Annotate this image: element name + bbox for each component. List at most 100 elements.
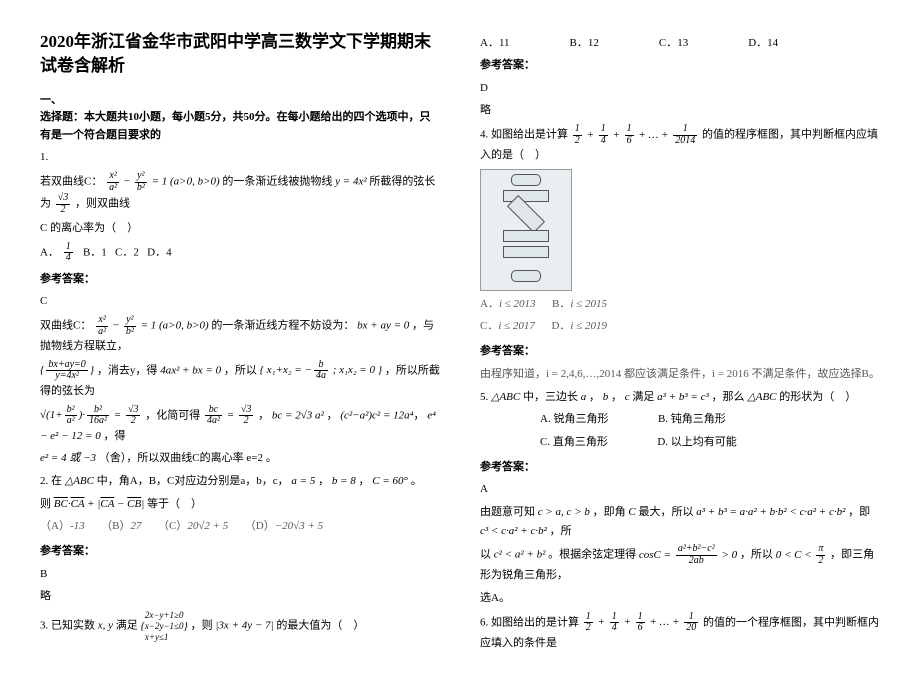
q5-expl2b: 。根据余弦定理得 [548, 549, 636, 561]
q5-stem-c: ， [589, 391, 600, 403]
q2-optBval: 27 [130, 520, 141, 532]
rel: (c²−a²)c² = 12a⁴ [340, 409, 413, 421]
q4-optCval: i ≤ 2017 [498, 320, 535, 332]
sumSeries: 12 + 14 + 16 + … + 12014 [571, 129, 702, 141]
q6-stem: 6. 如图给出的是计算 12 + 14 + 16 + … + 120 的值的一个… [480, 612, 880, 653]
q4-options-row1: A．i ≤ 2013 B．i ≤ 2015 [480, 295, 880, 314]
q5-optB: B. 钝角三角形 [658, 413, 726, 425]
q2-stem-c: ， [318, 475, 329, 487]
q5-stem-b: 中，三边长 [523, 391, 578, 403]
q2-stem-e: 。 [411, 475, 422, 487]
q5-optA: A. 锐角三角形 [540, 413, 608, 425]
ineq1: a³ + b³ = a·a² + b·b² < c·a² + c·b² [696, 506, 845, 518]
q5-optC: C. 直角三角形 [540, 436, 608, 448]
q4-optA: A． [480, 298, 499, 310]
q4-optDval: i ≤ 2019 [570, 320, 607, 332]
q1-expl3d: ，得 [103, 430, 125, 442]
asym: bx + ay = 0 [357, 320, 409, 332]
q1-ans-label: 参考答案： [40, 270, 440, 289]
tri: △ABC [65, 475, 94, 487]
tri2: △ABC [491, 391, 520, 403]
q4-optD: D． [551, 320, 570, 332]
q5-expl1a: 由题意可知 [480, 506, 535, 518]
q1-expl3a: ，化简可得 [145, 409, 200, 421]
q5-stem-f: ，那么 [712, 391, 745, 403]
hyp2c: = 1 (a>0, b>0) [141, 320, 209, 332]
q4-stem: 4. 如图给出是计算 12 + 14 + 16 + … + 12014 的值的程… [480, 124, 880, 165]
hyp2b: y²b² [124, 315, 136, 337]
hyp2a: x²a² [96, 315, 108, 337]
q1-expl4: e² = 4 或 −3 （舍），所以双曲线C的离心率 e=2 。 [40, 449, 440, 468]
q1-stem: 若双曲线C： x²a² − y²b² = 1 (a>0, b>0) 的一条渐近线… [40, 171, 440, 215]
q4-optAval: i ≤ 2013 [499, 298, 536, 310]
cosC: cosC = a²+b²−c²2ab > 0 [639, 549, 740, 561]
hyperbola-formula-b: y²b² [135, 171, 147, 193]
sqrt3-2: √32 [56, 193, 71, 215]
xy: x, y [98, 620, 113, 632]
sb: b [603, 391, 609, 403]
doc-title: 2020年浙江省金华市武阳中学高三数学文下学期期末试卷含解析 [40, 30, 440, 78]
q2-optC: （C） [158, 520, 187, 532]
Crange: 0 < C < π2 [776, 549, 828, 561]
q5-expl1c: 最大，所以 [638, 506, 693, 518]
q5-optD: D. 以上均有可能 [657, 436, 736, 448]
angCmax: C [628, 506, 635, 518]
hyperbola-formula: x²a² [107, 171, 119, 193]
q1-expl2: {bx+ay=0y=4x²} ，消去y，得 4ax² + bx = 0 ，所以 … [40, 360, 440, 401]
q5-expl1b: ，即角 [593, 506, 626, 518]
section-one-num: 一、 [40, 94, 62, 106]
q1-stem-d: ，则双曲线 [75, 198, 130, 210]
q3-stem: 3. 已知实数 x, y 满足 {2x−y+1≥0x−2y−1≤0x+y≤1} … [40, 610, 440, 642]
q1-optA-val: 14 [64, 242, 73, 264]
q2-options: （A）-13 （B）27 （C）20√2 + 5 （D）−20√3 + 5 [40, 517, 440, 536]
q1-ans: C [40, 292, 440, 311]
len: √(1+b²a²)·b²16a² = √32 [40, 409, 145, 421]
q1-expl4b: （舍），所以双曲线C的离心率 e=2 。 [99, 452, 277, 464]
a5: a = 5 [291, 475, 315, 487]
q4-optBval: i ≤ 2015 [570, 298, 607, 310]
q1-stem-b: 的一条渐近线被抛物线 [222, 176, 332, 188]
q3-ans: D [480, 79, 880, 98]
q5-expl2a: 以 [480, 549, 491, 561]
cmp1: c > a, c > b [538, 506, 590, 518]
q3-stem-b: 满足 [116, 620, 138, 632]
q1-optD: D．4 [147, 246, 171, 258]
e2sol: e² = 4 或 −3 [40, 452, 96, 464]
q3-optD: D．14 [748, 34, 778, 50]
q2-line2b: 等于（ ） [147, 498, 202, 510]
q5-expl2: 以 c² < a² + b² 。根据余弦定理得 cosC = a²+b²−c²2… [480, 544, 880, 585]
q3-ans-label: 参考答案： [480, 56, 880, 75]
q3-options: A．11 B．12 C．13 D．14 [480, 34, 880, 50]
parabola-formula: y = 4x² [335, 176, 367, 188]
q1-num: 1. [40, 148, 440, 167]
q5-stem-g: 的形状为（ ） [779, 391, 856, 403]
q2-optDval: −20√3 + 5 [275, 520, 323, 532]
left-column: 2020年浙江省金华市武阳中学高三数学文下学期期末试卷含解析 一、 选择题：本大… [40, 30, 440, 656]
q4-expl: 由程序知道，i = 2,4,6,…,2014 都应该满足条件，i = 2016 … [480, 365, 880, 384]
q1-expl3b: ， [258, 409, 269, 421]
q5-expl1e: ，所 [550, 525, 572, 537]
q5-expl1: 由题意可知 c > a, c > b ，即角 C 最大，所以 a³ + b³ =… [480, 503, 880, 540]
q2-ans-label: 参考答案： [40, 542, 440, 561]
flowchart-image [480, 169, 572, 291]
q5-ans: A [480, 480, 880, 499]
abc: a³ + b³ = c³ [657, 391, 709, 403]
q3-optC: C．13 [659, 34, 688, 50]
q5-stem-d: ， [611, 391, 622, 403]
vec: BC·CA + |CA − CB| [54, 498, 145, 510]
q1-expl2a: ，消去y，得 [97, 364, 158, 376]
q1-stem-e: C 的离心率为（ ） [40, 219, 440, 238]
quad: 4ax² + bx = 0 [160, 364, 221, 376]
q2-stem-b: 中，角A，B，C对应边分别是a，b，c， [97, 475, 289, 487]
q5-expl2c: ，所以 [740, 549, 773, 561]
sc: c [625, 391, 630, 403]
q5-stem: 5. △ABC 中，三边长 a ， b ， c 满足 a³ + b³ = c³ … [480, 388, 880, 407]
q5-expl1d: ，即 [848, 506, 870, 518]
q1-optC: C．2 [115, 246, 139, 258]
q5-sel: 选A。 [480, 589, 880, 608]
section-one-head: 一、 选择题：本大题共10小题，每小题5分，共50分。在每小题给出的四个选项中，… [40, 92, 440, 145]
q5-ans-label: 参考答案： [480, 458, 880, 477]
sys3: {2x−y+1≥0x−2y−1≤0x+y≤1} [141, 620, 191, 632]
system: {bx+ay=0y=4x²} [40, 364, 97, 376]
q4-optC: C． [480, 320, 498, 332]
